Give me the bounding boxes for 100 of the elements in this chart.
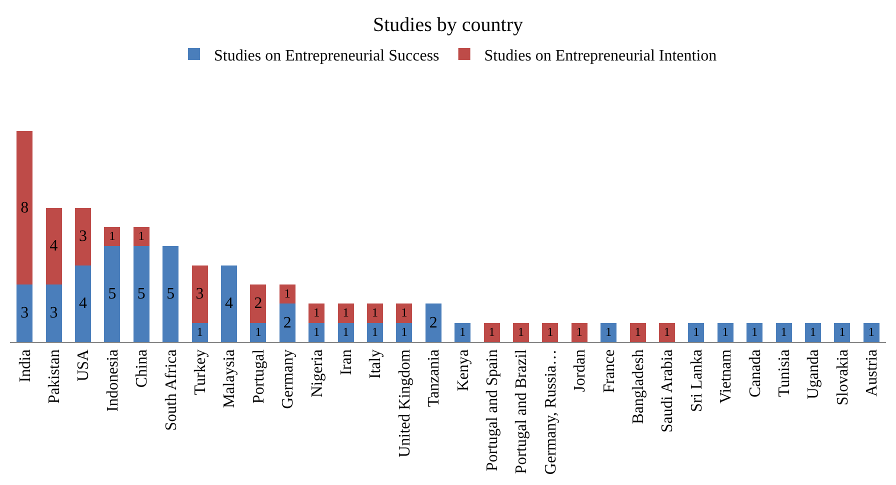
x-tick-label: Portugal xyxy=(250,348,268,404)
x-tick-label: India xyxy=(16,349,34,382)
bar xyxy=(338,304,354,323)
data-label: 5 xyxy=(108,286,116,303)
chart-title: Studies by country xyxy=(373,14,523,36)
x-tick-label: Bangladesh xyxy=(630,349,647,424)
data-label: 4 xyxy=(225,295,233,312)
bar xyxy=(192,322,208,342)
bar xyxy=(366,322,384,342)
bar xyxy=(74,208,92,266)
data-label: 1 xyxy=(342,306,349,320)
data-label: 1 xyxy=(634,324,641,339)
legend-label: Studies on Entrepreneurial Success xyxy=(214,47,440,64)
data-label: 1 xyxy=(868,324,874,339)
bar xyxy=(425,304,442,342)
x-tick-label: Canada xyxy=(746,349,764,398)
bar xyxy=(600,322,617,342)
data-label: 1 xyxy=(401,324,408,339)
bar xyxy=(746,322,763,342)
bar xyxy=(863,322,880,342)
bar xyxy=(834,322,850,342)
bar xyxy=(104,246,120,342)
x-tick-label: Uganda xyxy=(805,349,822,400)
x-tick-label: Tunisia xyxy=(776,349,793,397)
x-tick-label: Turkey xyxy=(192,349,209,396)
data-label: 1 xyxy=(401,306,408,320)
data-label: 4 xyxy=(79,295,87,312)
bar xyxy=(250,284,266,323)
data-label: 1 xyxy=(196,324,203,339)
data-label: 1 xyxy=(518,324,524,339)
bar xyxy=(220,265,238,342)
x-tick-label: Pakistan xyxy=(46,349,63,404)
data-label: 1 xyxy=(547,324,554,339)
bar xyxy=(133,226,150,246)
bar xyxy=(46,208,62,284)
bar xyxy=(104,226,120,246)
data-label: 1 xyxy=(780,324,787,339)
bar xyxy=(192,265,208,323)
bar xyxy=(776,322,792,342)
data-label: 1 xyxy=(460,324,466,339)
bar xyxy=(396,304,412,323)
bar xyxy=(162,246,179,342)
bar xyxy=(250,322,266,342)
data-label: 8 xyxy=(20,199,29,216)
bar xyxy=(279,304,296,342)
x-tick-label: Portugal and Spain xyxy=(484,349,501,472)
x-tick-label: South Africa xyxy=(162,349,180,431)
x-tick-label: Iran xyxy=(338,349,355,376)
x-tick-label: Jordan xyxy=(572,349,589,392)
data-label: 1 xyxy=(576,324,582,339)
data-label: 2 xyxy=(429,314,438,332)
bar xyxy=(454,322,471,342)
data-label: 1 xyxy=(372,306,378,320)
data-label: 1 xyxy=(314,306,320,320)
bar xyxy=(717,322,734,342)
data-label: 1 xyxy=(255,324,262,339)
x-tick-label: Germany, Russia… xyxy=(542,349,560,475)
x-tick-label: Austria xyxy=(864,349,881,397)
x-tick-label: Nigeria xyxy=(308,349,326,398)
data-label: 2 xyxy=(283,314,292,332)
data-label: 1 xyxy=(839,324,846,339)
x-tick-label: Portugal and Brazil xyxy=(513,348,530,474)
bar xyxy=(571,322,588,342)
data-label: 1 xyxy=(372,324,378,339)
data-label: 1 xyxy=(138,229,144,244)
data-label: 1 xyxy=(109,229,116,244)
bar xyxy=(308,304,325,323)
x-tick-label: United Kingdom xyxy=(396,348,414,458)
bar xyxy=(512,322,530,342)
x-tick-label: Sri Lanka xyxy=(688,349,706,412)
data-label: 5 xyxy=(137,286,146,303)
data-label: 2 xyxy=(254,295,262,312)
bar xyxy=(804,322,822,342)
data-label: 1 xyxy=(752,324,758,339)
x-tick-label: Tanzania xyxy=(426,349,443,407)
bar xyxy=(308,322,325,342)
data-label: 1 xyxy=(606,324,612,339)
bar xyxy=(74,265,92,342)
data-label: 4 xyxy=(50,238,58,255)
bar xyxy=(338,322,354,342)
bar xyxy=(279,284,296,304)
x-tick-label: Slovakia xyxy=(834,349,852,406)
legend-label: Studies on Entrepreneurial Intention xyxy=(484,47,717,64)
data-label: 3 xyxy=(50,304,58,322)
bar xyxy=(658,322,676,342)
bar xyxy=(484,322,500,342)
bar xyxy=(688,322,704,342)
x-tick-label: Germany xyxy=(280,349,297,409)
data-label: 1 xyxy=(693,324,700,339)
x-tick-label: Saudi Arabia xyxy=(659,349,676,432)
data-label: 1 xyxy=(314,324,320,339)
bar xyxy=(630,322,646,342)
data-label: 1 xyxy=(284,286,290,301)
bar xyxy=(16,284,33,342)
data-label: 3 xyxy=(196,286,204,303)
bar xyxy=(16,131,33,284)
x-tick-label: Vietnam xyxy=(718,348,735,404)
data-label: 1 xyxy=(488,324,495,339)
x-tick-label: Kenya xyxy=(454,349,472,392)
x-tick-label: Indonesia xyxy=(104,349,122,412)
